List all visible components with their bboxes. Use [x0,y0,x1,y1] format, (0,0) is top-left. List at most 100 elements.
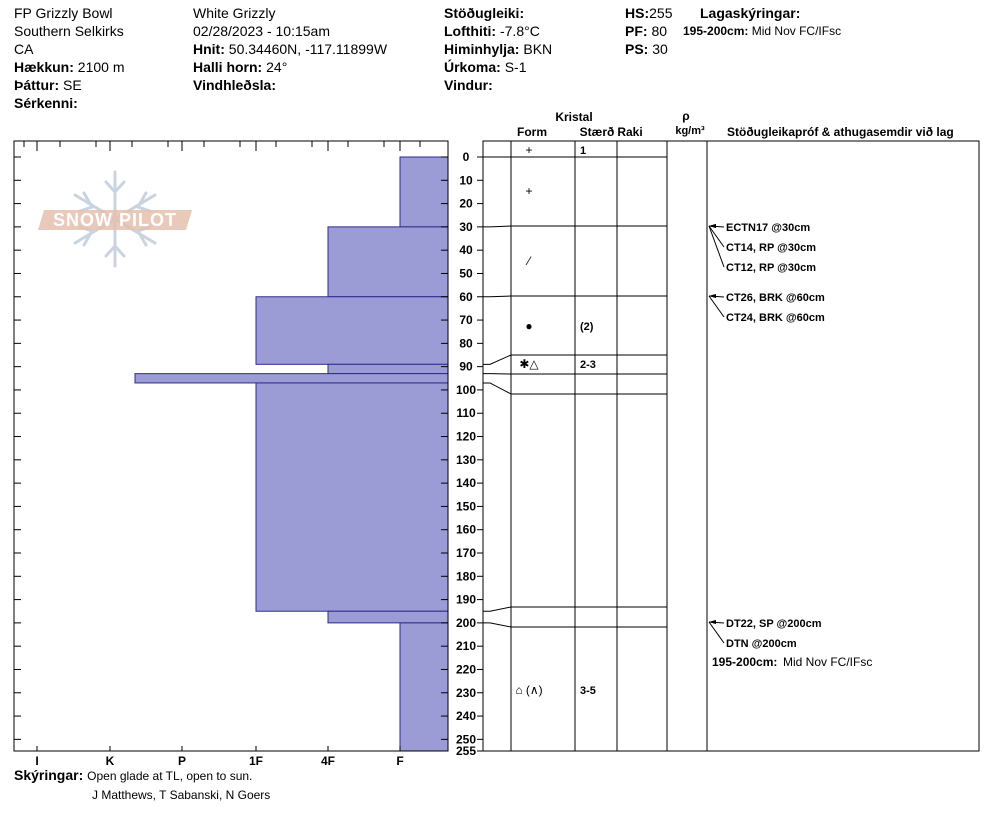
test-result-1: CT14, RP @30cm [726,242,816,254]
sky-label: Himinhylja: [444,41,520,57]
crystal-size-0: 1 [580,145,586,157]
air-temp-row: Lofthiti: -7.8°C [444,22,552,40]
layer-legend-entry: 195-200cm: Mid Nov FC/IFsc [683,22,841,40]
depth-label-140: 140 [456,476,476,490]
test-arrow-2 [709,224,716,228]
sky-value: BKN [523,41,553,57]
crystal-form-5: ⌂ (∧) [515,683,542,697]
hardness-label-P: P [178,754,186,768]
observation-info: White Grizzly 02/28/2023 - 10:15am Hnit:… [193,4,387,94]
depth-label-70: 70 [459,313,473,327]
test-result-6: DTN @200cm [726,638,797,650]
depth-label-200: 200 [456,616,476,630]
snowpilot-logo: SNOW PILOT [38,170,192,268]
obs-location: White Grizzly [193,5,276,21]
weather-info: Stöðugleiki: Lofthiti: -7.8°C Himinhylja… [444,4,552,94]
stability-label: Stöðugleiki: [444,5,525,21]
layer-legend: Lagaskýringar: [700,4,800,22]
coords-label: Hnit: [193,41,225,57]
table-layer-boundary [483,225,667,228]
depth-label-230: 230 [456,686,476,700]
wind-load-row: Vindhleðsla: [193,76,387,94]
aspect-label: Þáttur: [14,77,60,93]
comments-row: Skýringar: Open glade at TL, open to sun… [14,766,252,785]
depth-label-0: 0 [463,150,470,164]
test-leader-2 [708,225,725,268]
size-header: Stærð [580,125,615,139]
crystal-form-2: ⁄ [525,254,532,268]
depth-label-50: 50 [459,266,473,280]
test-result-3: CT26, BRK @60cm [726,292,825,304]
depth-label-255: 255 [456,744,476,758]
wind-row: Vindur: [444,76,552,94]
tests-header: Stöðugleikapróf & athugasemdir við lag [727,125,954,139]
wind-label: Vindur: [444,77,493,93]
hardness-layer-4 [134,373,449,384]
hs-row: HS:255 [625,4,672,22]
hardness-plot-frame [13,140,449,752]
density-unit-header: kg/m³ [675,125,705,137]
depth-label-110: 110 [456,406,476,420]
aspect-value: SE [63,77,82,93]
depth-info: HS:255 PF: 80 PS: 30 [625,4,672,58]
depth-label-150: 150 [456,499,476,513]
test-result-0: ECTN17 @30cm [726,222,810,234]
logo-text: SNOW PILOT [53,210,177,230]
test-arrow-6 [709,620,716,624]
hs-value: 255 [649,5,673,21]
site-range: Southern Selkirks [14,23,124,39]
crystal-size-3: (2) [580,321,594,333]
layer-legend-range: 195-200cm: [683,24,749,38]
depth-label-240: 240 [456,709,476,723]
site-name: FP Grizzly Bowl [14,5,113,21]
site-info: FP Grizzly Bowl Southern Selkirks CA Hæk… [14,4,125,112]
crystal-header: Kristal [555,110,592,124]
sky-row: Himinhylja: BKN [444,40,552,58]
depth-label-250: 250 [456,732,476,746]
wind-load-label: Vindhleðsla: [193,77,276,93]
crystal-size-5: 3-5 [580,685,596,697]
slope-value: 24° [266,59,288,75]
crystal-size-4: 2-3 [580,359,596,371]
aspect-row: Þáttur: SE [14,76,125,94]
layer-note-range: 195-200cm: [712,655,777,669]
depth-label-40: 40 [459,243,473,257]
hardness-layer-7 [399,622,449,752]
test-leader-1 [708,225,725,248]
special-row: Sérkenni: [14,94,125,112]
depth-label-130: 130 [456,453,476,467]
precip-value: S-1 [504,59,527,75]
site-country: CA [14,41,34,57]
hardness-label-4F: 4F [321,754,335,768]
moisture-header: Raki [617,125,642,139]
depth-label-190: 190 [456,593,476,607]
obs-datetime: 02/28/2023 - 10:15am [193,23,330,39]
logo-banner [38,210,192,230]
hs-label: HS: [625,5,650,21]
precip-label: Úrkoma: [444,59,501,75]
stability-row: Stöðugleiki: [444,4,552,22]
test-result-4: CT24, BRK @60cm [726,312,825,324]
test-leader-4 [708,295,725,318]
precip-row: Úrkoma: S-1 [444,58,552,76]
depth-label-60: 60 [459,290,473,304]
comments-label: Skýringar: [14,767,84,783]
hardness-layer-1 [327,226,449,298]
comments-text: Open glade at TL, open to sun. [87,769,253,783]
crystal-form-4: ✱△ [519,357,539,371]
coords-value: 50.34460N, -117.11899W [228,41,388,57]
table-layer-boundary [483,622,667,628]
depth-label-120: 120 [456,430,476,444]
depth-label-20: 20 [459,197,473,211]
table-layer-boundary [483,354,667,365]
depth-label-180: 180 [456,569,476,583]
layer-legend-title: Lagaskýringar: [700,5,801,21]
test-arrow-4 [709,294,716,298]
ps-label: PS: [625,41,649,57]
hardness-layer-2 [255,296,449,365]
profile-table-frame [482,140,980,752]
elevation-value: 2100 m [77,59,125,75]
special-label: Sérkenni: [14,95,78,111]
pf-value: 80 [651,23,668,39]
